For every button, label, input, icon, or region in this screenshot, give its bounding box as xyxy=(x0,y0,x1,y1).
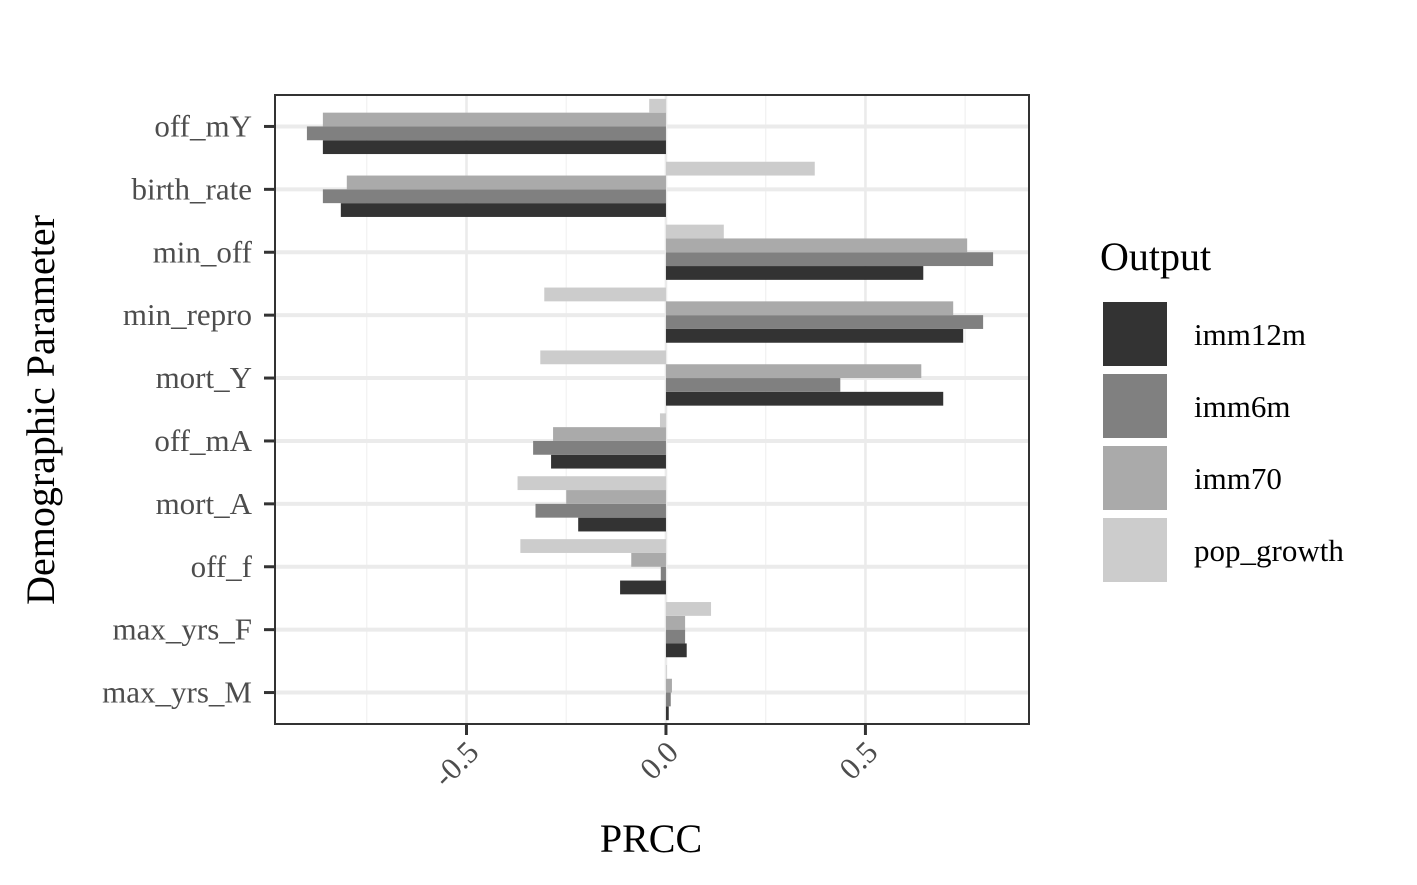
bar-off_f-pop_growth xyxy=(520,539,666,553)
legend: Output imm12m imm6m imm70 pop_growth xyxy=(1100,234,1344,584)
bar-min_repro-imm12m xyxy=(665,328,964,343)
bar-max_yrs_F-imm6m xyxy=(665,629,686,644)
bar-off_mA-imm12m xyxy=(551,454,666,469)
bar-off_f-imm6m xyxy=(660,566,666,581)
bar-min_repro-imm70 xyxy=(665,301,954,316)
legend-swatch-imm12m xyxy=(1103,302,1167,366)
bar-off_mY-imm6m xyxy=(306,126,666,141)
bar-mort_A-pop_growth xyxy=(517,476,666,491)
bar-min_repro-pop_growth xyxy=(544,287,666,302)
bar-max_yrs_M-imm12m xyxy=(665,706,669,721)
bar-mort_Y-imm12m xyxy=(665,391,944,406)
bar-min_off-imm6m xyxy=(665,252,994,267)
y-axis-title: Demographic Parameter xyxy=(18,215,63,605)
y-tick-label: mort_Y xyxy=(156,360,252,395)
y-tick-label: mort_A xyxy=(156,486,253,521)
bar-min_off-pop_growth xyxy=(665,224,724,239)
y-tick-label: min_off xyxy=(153,234,253,269)
bar-mort_Y-pop_growth xyxy=(540,350,666,365)
bar-off_mA-imm70 xyxy=(553,427,666,441)
bar-max_yrs_F-imm70 xyxy=(665,615,686,630)
bars xyxy=(306,98,994,721)
legend-swatch-pop_growth xyxy=(1103,518,1167,582)
y-tick-label: birth_rate xyxy=(131,171,252,206)
bar-birth_rate-imm6m xyxy=(322,189,666,204)
legend-swatch-imm6m xyxy=(1103,374,1167,438)
bar-min_off-imm70 xyxy=(665,238,968,253)
y-axis: off_mY birth_rate min_off min_repro mort_Yof… xyxy=(102,108,275,710)
bar-mort_A-imm70 xyxy=(566,490,666,504)
bar-min_off-imm12m xyxy=(665,266,924,280)
bar-mort_A-imm12m xyxy=(578,517,666,532)
x-axis-title: PRCC xyxy=(600,816,702,861)
bar-max_yrs_F-pop_growth xyxy=(665,602,712,616)
legend-label-imm12m: imm12m xyxy=(1194,317,1306,352)
bar-max_yrs_M-imm70 xyxy=(665,678,672,693)
legend-swatch-imm70 xyxy=(1103,446,1167,510)
y-tick-label: max_yrs_M xyxy=(102,675,252,710)
y-tick-label: off_f xyxy=(191,549,253,584)
bar-off_mY-pop_growth xyxy=(649,98,666,113)
y-tick-label: min_repro xyxy=(123,297,252,332)
bar-mort_Y-imm6m xyxy=(665,378,841,392)
bar-off_f-imm12m xyxy=(620,580,666,595)
bar-mort_A-imm6m xyxy=(535,503,666,518)
panel-border xyxy=(274,94,1030,725)
bar-max_yrs_M-imm6m xyxy=(665,692,671,707)
legend-label-imm70: imm70 xyxy=(1194,461,1282,496)
bar-min_repro-imm6m xyxy=(665,315,984,329)
y-tick-label: off_mA xyxy=(154,423,252,458)
y-tick-label: off_mY xyxy=(154,108,252,143)
legend-label-imm6m: imm6m xyxy=(1194,389,1290,424)
bar-birth_rate-imm12m xyxy=(340,203,666,217)
y-tick-label: max_yrs_F xyxy=(113,612,253,647)
bar-max_yrs_M-pop_growth xyxy=(665,664,667,679)
bar-off_mY-imm70 xyxy=(322,112,666,127)
bar-max_yrs_F-imm12m xyxy=(665,643,687,658)
bar-birth_rate-pop_growth xyxy=(665,161,815,176)
bar-off_mY-imm12m xyxy=(322,140,666,155)
bar-off_f-imm70 xyxy=(631,552,666,567)
bar-mort_Y-imm70 xyxy=(665,364,922,379)
bar-off_mA-imm6m xyxy=(533,440,666,455)
bar-birth_rate-imm70 xyxy=(346,175,666,190)
bar-off_mA-pop_growth xyxy=(659,413,666,428)
legend-label-pop_growth: pop_growth xyxy=(1194,533,1344,568)
legend-title: Output xyxy=(1100,234,1211,279)
